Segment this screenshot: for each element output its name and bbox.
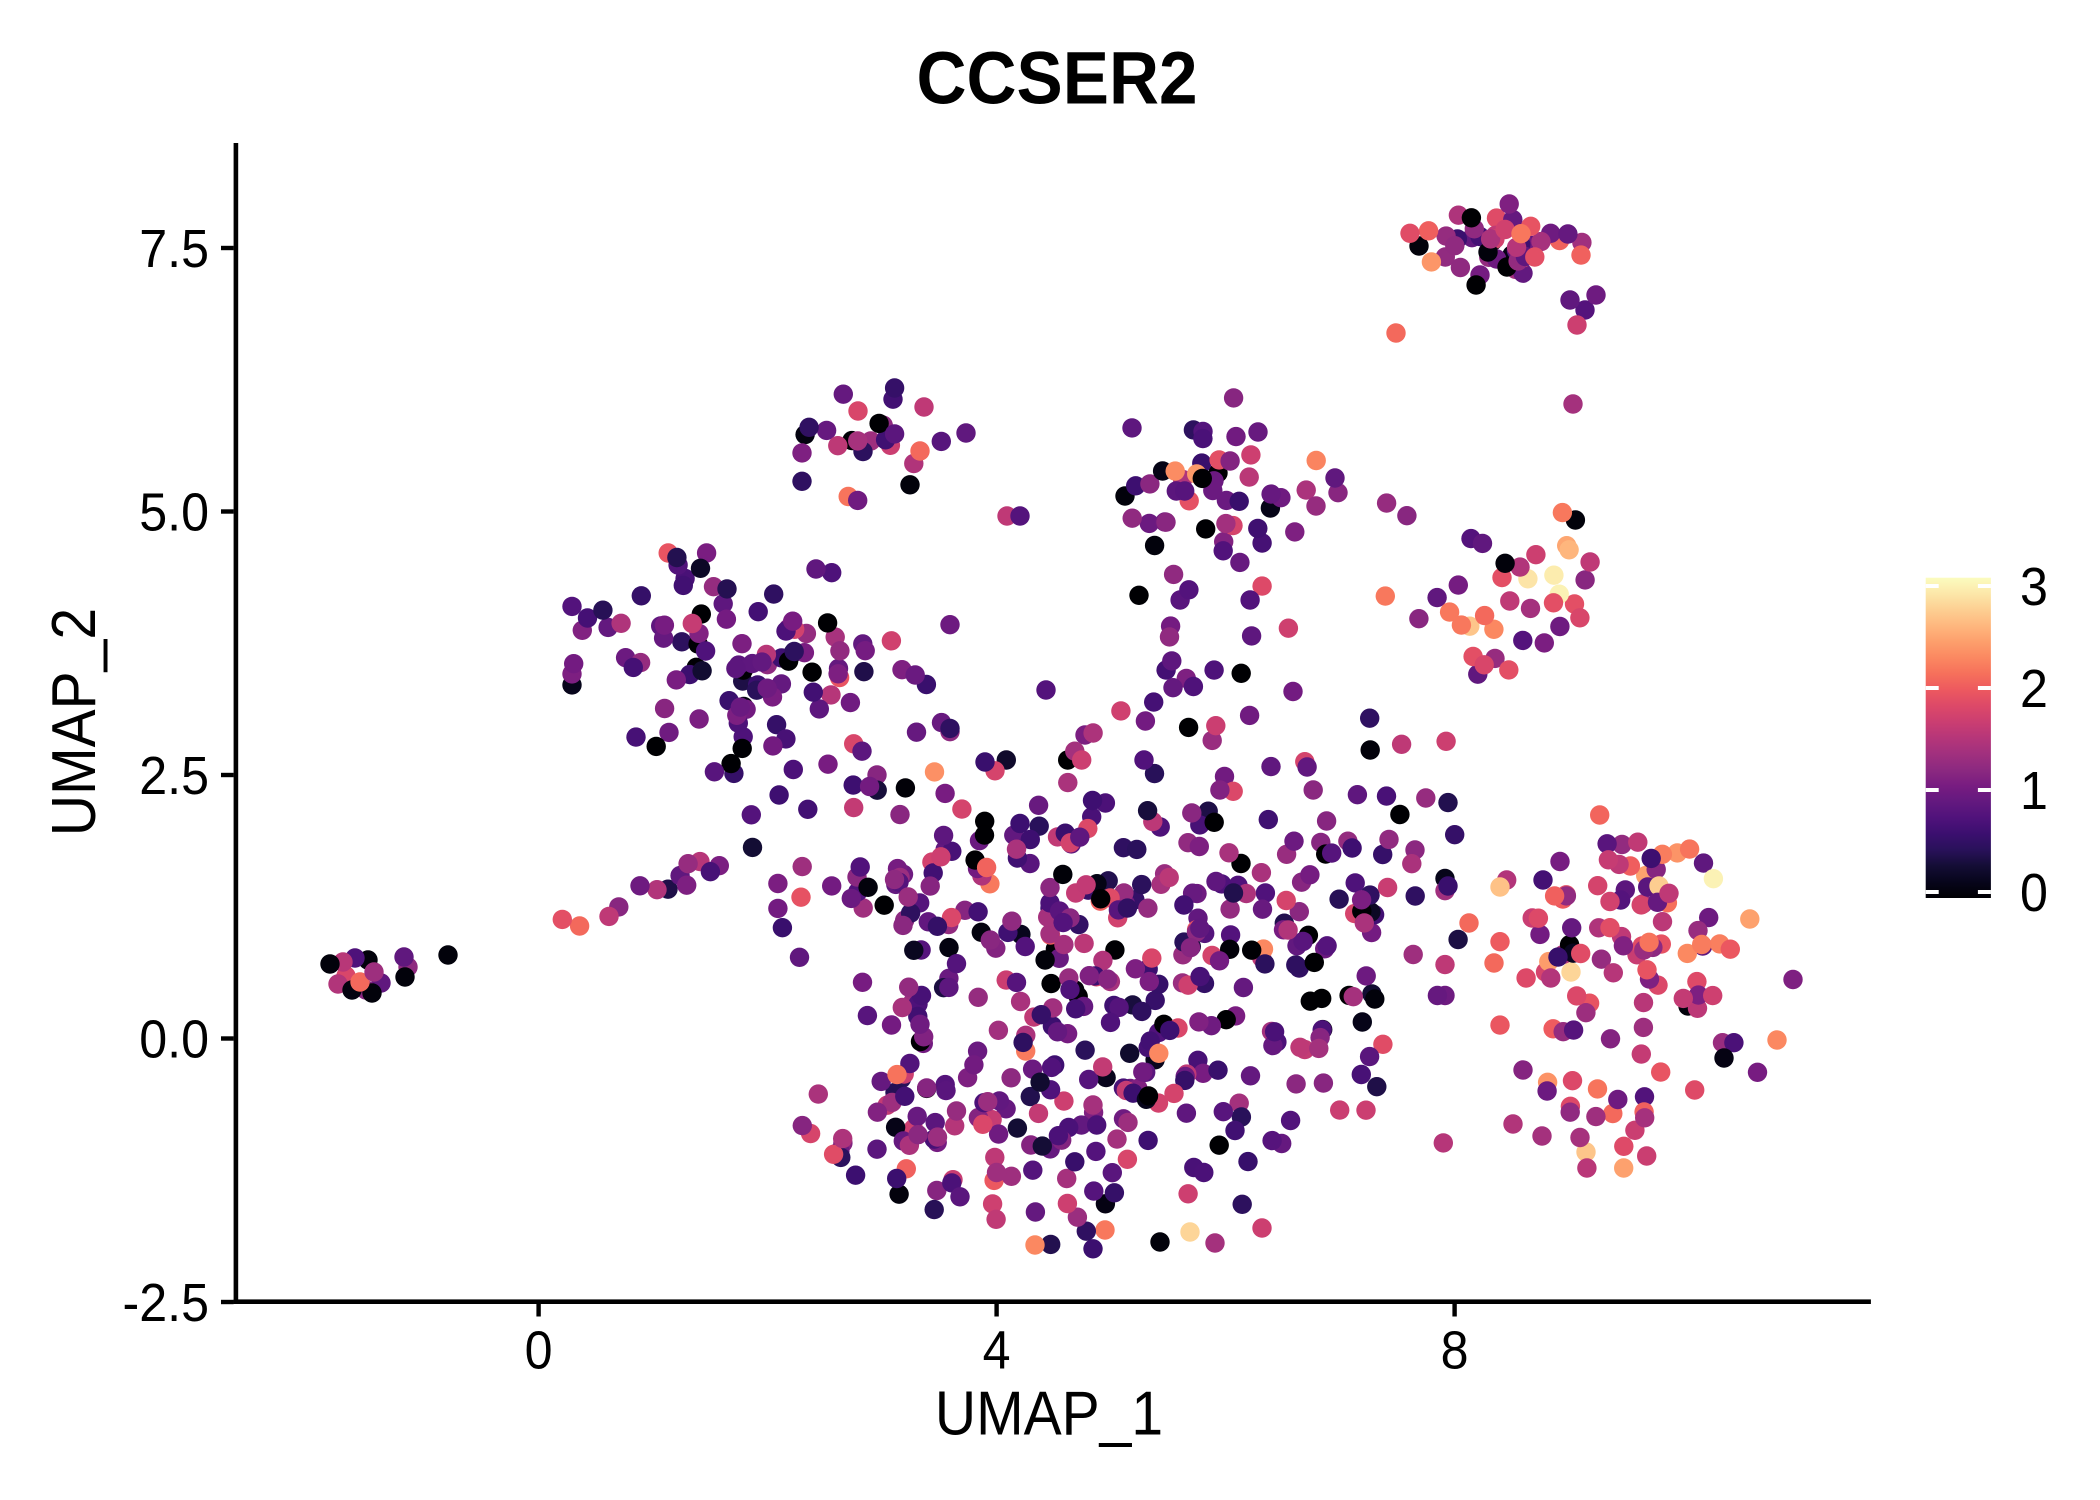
svg-text:4: 4 xyxy=(983,1321,1011,1381)
svg-text:3: 3 xyxy=(2020,557,2048,617)
svg-text:7.5: 7.5 xyxy=(139,219,209,279)
svg-text:1: 1 xyxy=(2020,761,2048,821)
svg-text:UMAP_2: UMAP_2 xyxy=(39,608,109,836)
svg-text:2: 2 xyxy=(2020,659,2048,719)
svg-text:0.0: 0.0 xyxy=(139,1010,209,1070)
svg-text:-2.5: -2.5 xyxy=(122,1273,209,1333)
svg-text:UMAP_1: UMAP_1 xyxy=(935,1378,1163,1448)
svg-text:0: 0 xyxy=(525,1321,553,1381)
svg-text:2.5: 2.5 xyxy=(139,746,209,806)
svg-text:5.0: 5.0 xyxy=(139,483,209,543)
svg-text:0: 0 xyxy=(2020,863,2048,923)
svg-text:CCSER2: CCSER2 xyxy=(917,37,1198,120)
svg-text:8: 8 xyxy=(1441,1321,1469,1381)
